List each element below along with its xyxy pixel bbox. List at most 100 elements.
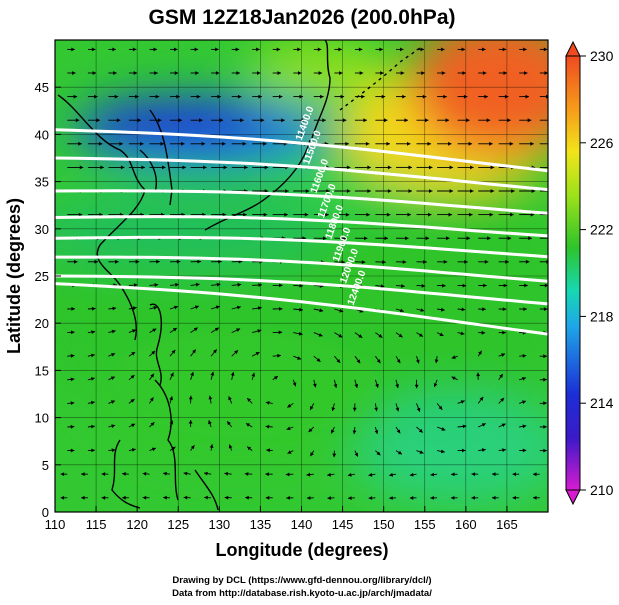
wind-arrowhead: [299, 94, 303, 99]
wind-arrowhead: [223, 165, 228, 170]
wind-arrowhead: [398, 333, 403, 338]
wind-arrowhead: [278, 307, 283, 311]
wind-arrowhead: [460, 331, 465, 336]
wind-arrowhead: [278, 330, 283, 335]
wind-arrowhead: [402, 260, 407, 264]
wind-arrowhead: [490, 165, 495, 170]
wind-arrowhead: [441, 449, 445, 454]
wind-arrowhead: [246, 423, 250, 427]
wind-arrowhead: [443, 260, 448, 264]
wind-arrowhead: [306, 496, 311, 500]
wind-arrowhead: [297, 356, 302, 360]
wind-arrowhead: [115, 259, 119, 264]
wind-arrowhead: [416, 359, 420, 364]
wind-arrowhead: [358, 47, 363, 52]
height-contour-line: [55, 215, 548, 238]
wind-arrowhead: [524, 283, 528, 288]
wind-arrowhead: [430, 472, 435, 477]
wind-arrowhead: [548, 118, 552, 122]
wind-arrowhead: [258, 283, 262, 287]
wind-arrowhead: [265, 495, 270, 500]
wind-arrowhead: [174, 71, 179, 75]
colorbar-tick-label: 210: [590, 482, 614, 498]
wind-arrowhead: [257, 71, 261, 75]
wind-arrowhead: [481, 448, 486, 452]
wind-arrowhead: [446, 236, 450, 241]
wind-arrowhead: [273, 376, 278, 380]
wind-arrowhead: [312, 383, 317, 388]
wind-arrowhead: [484, 94, 488, 99]
wind-arrowhead: [419, 333, 423, 337]
wind-arrowhead: [449, 189, 454, 193]
wind-arrowhead: [533, 472, 537, 477]
wind-arrowhead: [359, 71, 364, 75]
wind-arrowhead: [285, 189, 289, 193]
wind-arrowhead: [358, 334, 363, 338]
wind-arrowhead: [228, 396, 232, 401]
x-tick-label: 155: [414, 517, 436, 532]
wind-arrowhead: [341, 260, 345, 264]
wind-arrowhead: [190, 372, 194, 376]
wind-arrowhead: [503, 71, 507, 75]
wind-arrowhead: [441, 47, 445, 52]
wind-arrowhead: [240, 118, 244, 123]
wind-arrowhead: [511, 189, 515, 193]
wind-arrowhead: [100, 165, 104, 170]
wind-arrowhead: [327, 472, 331, 477]
wind-arrowhead: [502, 330, 506, 335]
wind-arrowhead: [101, 472, 106, 476]
wind-arrowhead: [176, 259, 181, 264]
wind-arrowhead: [346, 165, 351, 170]
wind-arrowhead: [466, 118, 470, 123]
wind-arrowhead: [94, 259, 98, 264]
wind-arrowhead: [395, 384, 399, 388]
wind-arrowhead: [400, 71, 405, 75]
wind-arrowhead: [318, 333, 323, 337]
wind-arrowhead: [533, 495, 537, 500]
wind-arrowhead: [543, 425, 547, 429]
wind-arrowhead: [308, 428, 313, 432]
wind-arrowhead: [365, 141, 370, 146]
wind-arrowhead: [70, 448, 75, 453]
wind-arrowhead: [284, 212, 288, 217]
wind-arrowhead: [216, 282, 221, 287]
wind-arrowhead: [319, 308, 324, 313]
wind-arrowhead: [481, 423, 486, 427]
wind-arrowhead: [399, 308, 404, 313]
wind-arrowhead: [132, 306, 137, 311]
wind-arrowhead: [266, 448, 270, 453]
wind-arrowhead: [530, 141, 534, 146]
wind-arrowhead: [263, 141, 267, 146]
wind-arrowhead: [339, 71, 343, 75]
wind-arrowhead: [92, 71, 97, 75]
wind-arrowhead: [234, 350, 238, 354]
wind-arrowhead: [552, 189, 556, 193]
credit-line-1: Drawing by DCL (https://www.gfd-dennou.o…: [172, 575, 431, 586]
wind-arrowhead: [367, 189, 371, 193]
y-tick-label: 40: [35, 127, 49, 142]
x-tick-label: 165: [496, 517, 518, 532]
wind-arrowhead: [194, 47, 199, 52]
wind-arrowhead: [421, 71, 425, 75]
wind-arrowhead: [386, 212, 391, 217]
wind-arrowhead: [543, 377, 547, 382]
wind-arrowhead: [153, 47, 157, 52]
wind-arrowhead: [162, 165, 166, 170]
wind-arrowhead: [430, 496, 434, 500]
wind-arrowhead: [79, 165, 84, 170]
wind-arrowhead: [462, 424, 467, 429]
wind-arrowhead: [217, 94, 221, 99]
wind-arrowhead: [305, 189, 310, 193]
wind-arrowhead: [91, 424, 95, 429]
height-contour-line: [55, 255, 548, 283]
wind-arrowhead: [310, 406, 314, 410]
wind-arrowhead: [354, 452, 358, 457]
wind-arrowhead: [155, 94, 160, 99]
wind-arrowhead: [73, 94, 78, 99]
wind-arrowhead: [509, 141, 514, 146]
wind-arrowhead: [141, 165, 145, 170]
wind-arrowhead: [525, 94, 529, 99]
colorbar-top-arrow: [565, 40, 581, 57]
x-tick-label: 115: [86, 517, 107, 532]
wind-arrowhead: [277, 71, 281, 75]
